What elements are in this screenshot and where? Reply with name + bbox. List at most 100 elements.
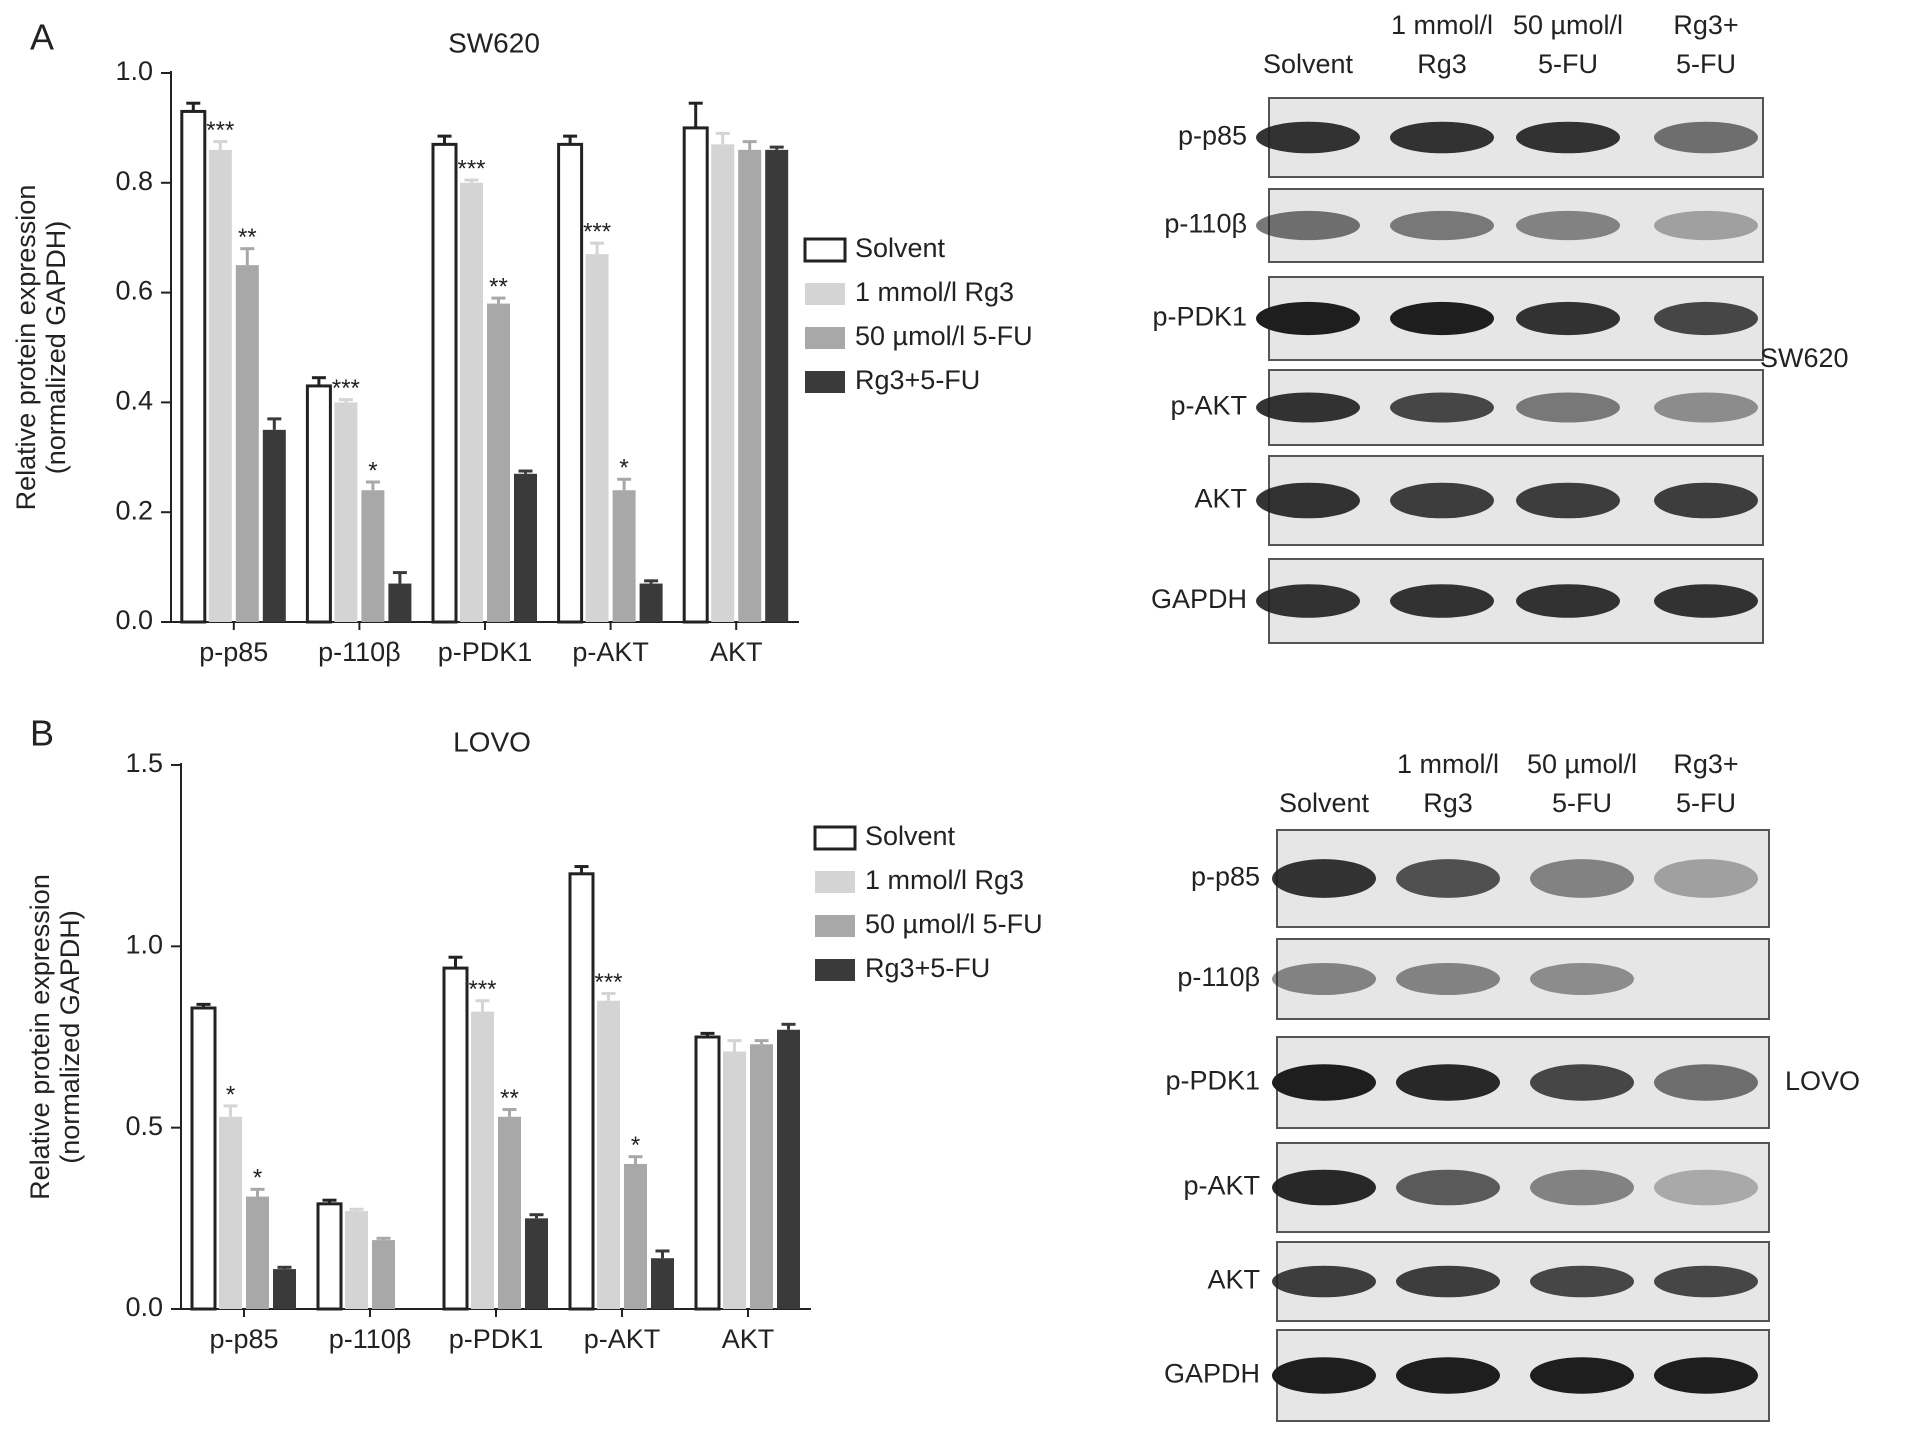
blot-band bbox=[1654, 1265, 1758, 1298]
significance: ** bbox=[500, 1085, 519, 1112]
x-tick-label: p-AKT bbox=[572, 637, 649, 667]
blot-band bbox=[1390, 482, 1494, 519]
lane-label: 50 µmol/l bbox=[1513, 10, 1623, 40]
panel-label: A bbox=[30, 17, 54, 58]
bar bbox=[612, 490, 636, 622]
significance: ** bbox=[489, 273, 508, 300]
lane-label: Solvent bbox=[1263, 49, 1354, 79]
legend-swatch bbox=[815, 915, 855, 937]
blot-band bbox=[1654, 392, 1758, 423]
blot-band bbox=[1390, 301, 1494, 336]
y-axis-label: Relative protein expression bbox=[11, 185, 41, 511]
blot-row-label: GAPDH bbox=[1151, 584, 1247, 614]
lane-label: 5-FU bbox=[1552, 788, 1612, 818]
y-tick-label: 0.2 bbox=[115, 495, 153, 525]
legend-swatch bbox=[803, 237, 847, 263]
blot-band bbox=[1654, 859, 1758, 898]
blot-row-label: p-p85 bbox=[1191, 862, 1260, 892]
blot-band bbox=[1654, 584, 1758, 618]
bar bbox=[388, 583, 412, 622]
significance: *** bbox=[583, 219, 611, 246]
y-tick-label: 0.0 bbox=[125, 1292, 163, 1322]
bar bbox=[624, 1163, 647, 1309]
bar bbox=[639, 583, 663, 622]
blot-band bbox=[1530, 1064, 1634, 1101]
bar bbox=[219, 1116, 242, 1309]
blot-band bbox=[1272, 1169, 1376, 1206]
blot-band bbox=[1256, 301, 1360, 336]
bar bbox=[557, 142, 584, 624]
significance: *** bbox=[332, 375, 360, 402]
blot-band bbox=[1530, 963, 1634, 995]
bar bbox=[305, 384, 332, 624]
x-tick-label: p-PDK1 bbox=[438, 637, 533, 667]
blot-band bbox=[1256, 482, 1360, 519]
x-tick-label: p-p85 bbox=[209, 1324, 278, 1354]
bar bbox=[777, 1029, 800, 1309]
bar bbox=[487, 303, 510, 622]
blot-band bbox=[1390, 392, 1494, 423]
lane-label: 1 mmol/l bbox=[1391, 10, 1493, 40]
blot-band bbox=[1516, 301, 1620, 336]
significance: * bbox=[253, 1165, 262, 1192]
y-axis-label: (normalized GAPDH) bbox=[55, 910, 85, 1164]
bar bbox=[585, 254, 609, 623]
blot-row-label: p-AKT bbox=[1183, 1171, 1260, 1201]
significance: * bbox=[631, 1132, 640, 1159]
bar bbox=[361, 490, 385, 622]
legend-label: 50 µmol/l 5-FU bbox=[865, 909, 1043, 939]
y-tick-label: 1.5 bbox=[125, 748, 163, 778]
bar bbox=[694, 1035, 721, 1311]
blot-band bbox=[1516, 482, 1620, 519]
blot-band bbox=[1396, 1265, 1500, 1298]
blot-band bbox=[1654, 482, 1758, 519]
blot-band bbox=[1396, 859, 1500, 898]
bar bbox=[568, 872, 595, 1311]
lane-label: 5-FU bbox=[1676, 788, 1736, 818]
bar bbox=[345, 1211, 368, 1309]
blot-band bbox=[1272, 1265, 1376, 1298]
lane-label: 50 µmol/l bbox=[1527, 749, 1637, 779]
bar bbox=[711, 144, 735, 622]
bar bbox=[498, 1116, 521, 1309]
lane-label: Rg3+ bbox=[1673, 749, 1738, 779]
bar bbox=[514, 473, 537, 622]
lane-label: 5-FU bbox=[1676, 49, 1736, 79]
blot-band bbox=[1256, 584, 1360, 618]
y-axis-label: (normalized GAPDH) bbox=[41, 221, 71, 475]
legend-label: Rg3+5-FU bbox=[855, 365, 980, 395]
bar bbox=[246, 1196, 269, 1309]
blot-row-label: p-PDK1 bbox=[1165, 1066, 1260, 1096]
bar bbox=[471, 1011, 494, 1309]
blot-band bbox=[1654, 1357, 1758, 1394]
blot-band bbox=[1272, 1064, 1376, 1101]
bar bbox=[235, 265, 259, 622]
legend-swatch bbox=[805, 283, 845, 305]
bar bbox=[208, 149, 232, 623]
blot-band bbox=[1256, 210, 1360, 241]
bar bbox=[442, 966, 469, 1311]
legend-swatch bbox=[805, 371, 845, 393]
bar bbox=[262, 429, 286, 622]
chart-title: LOVO bbox=[453, 726, 531, 757]
y-tick-label: 0.0 bbox=[115, 605, 153, 635]
blot-band bbox=[1390, 210, 1494, 241]
bar bbox=[597, 1000, 620, 1309]
chart-title: SW620 bbox=[448, 27, 540, 58]
panel-label: B bbox=[30, 713, 54, 754]
y-axis-label: Relative protein expression bbox=[25, 874, 55, 1200]
cell-line-label: LOVO bbox=[1785, 1066, 1860, 1096]
blot-band bbox=[1654, 121, 1758, 154]
legend-label: Solvent bbox=[865, 821, 956, 851]
blot-row-label: AKT bbox=[1207, 1265, 1260, 1295]
blot-band bbox=[1530, 1169, 1634, 1206]
bar bbox=[273, 1269, 296, 1309]
significance: ** bbox=[238, 224, 257, 251]
y-tick-label: 1.0 bbox=[125, 929, 163, 959]
legend-swatch bbox=[815, 959, 855, 981]
significance: * bbox=[226, 1081, 235, 1108]
blot-band bbox=[1396, 963, 1500, 995]
legend-label: 1 mmol/l Rg3 bbox=[855, 277, 1014, 307]
cell-line-label: SW620 bbox=[1760, 343, 1849, 373]
